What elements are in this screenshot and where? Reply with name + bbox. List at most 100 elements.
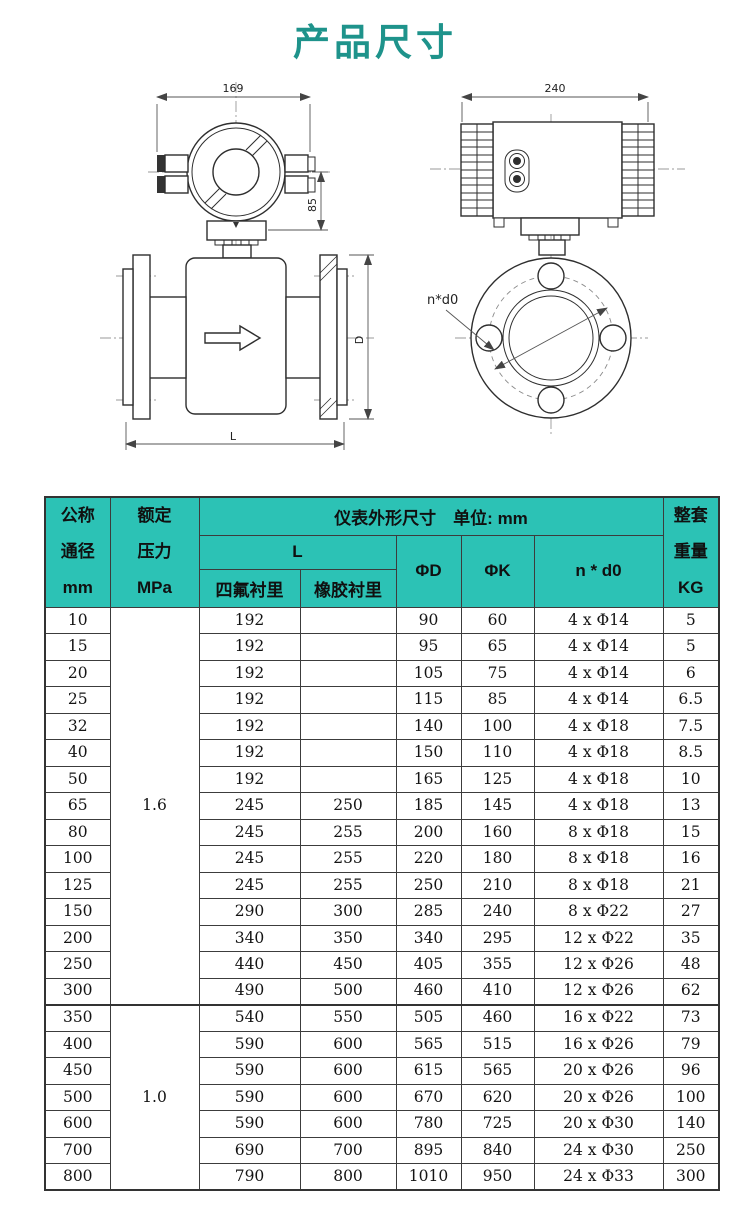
drawing-side-view: 169 85 L D xyxy=(100,82,374,450)
cell-n-d0: 8 x Φ22 xyxy=(533,898,664,926)
cell-phi-d: 340 xyxy=(395,924,462,952)
table-row: 65 245 250 185 145 4 x Φ18 13 xyxy=(44,792,720,820)
dimension-L: L xyxy=(125,422,345,450)
pipe-left xyxy=(147,296,187,379)
cell-n-d0: 4 x Φ18 xyxy=(533,792,664,820)
dim-label-length: L xyxy=(230,430,237,443)
cell-dn: 500 xyxy=(44,1083,111,1111)
cell-l-ptfe: 440 xyxy=(198,951,301,979)
flange-right xyxy=(319,254,338,420)
cell-phi-d: 95 xyxy=(395,633,462,661)
table-row: 32 192 140 100 4 x Φ18 7.5 xyxy=(44,712,720,740)
cell-n-d0: 20 x Φ26 xyxy=(533,1057,664,1085)
cell-weight: 5 xyxy=(662,633,720,661)
cell-phi-k: 355 xyxy=(460,951,535,979)
cell-dn: 700 xyxy=(44,1136,111,1164)
cell-phi-k: 840 xyxy=(460,1136,535,1164)
dim-label-bolt: n*d0 xyxy=(427,293,458,308)
cell-phi-d: 505 xyxy=(395,1003,462,1032)
header-nominal-diameter: 公称 通径 mm xyxy=(44,496,111,608)
cell-l-rubber: 250 xyxy=(299,792,397,820)
cell-l-ptfe: 790 xyxy=(198,1163,301,1191)
cell-weight: 6.5 xyxy=(662,686,720,714)
cell-l-rubber: 450 xyxy=(299,951,397,979)
converter-head xyxy=(157,122,316,259)
drawing-front-view: n*d0 240 xyxy=(427,82,685,434)
cell-l-ptfe: 590 xyxy=(198,1110,301,1138)
table-row: 15 192 95 65 4 x Φ14 5 xyxy=(44,633,720,661)
dim-label-diameter: D xyxy=(353,336,366,344)
cell-phi-d: 165 xyxy=(395,765,462,793)
flowmeter-body xyxy=(122,254,348,420)
converter-neck xyxy=(222,244,252,259)
cell-n-d0: 4 x Φ14 xyxy=(533,606,664,634)
table-row: 80 245 255 200 160 8 x Φ18 15 xyxy=(44,818,720,846)
technical-drawings: 169 85 L D xyxy=(100,82,685,450)
flow-arrow xyxy=(204,324,262,352)
cell-phi-k: 180 xyxy=(460,845,535,873)
cell-l-rubber: 300 xyxy=(299,898,397,926)
cell-n-d0: 4 x Φ18 xyxy=(533,765,664,793)
cell-dn: 600 xyxy=(44,1110,111,1138)
cell-l-ptfe: 245 xyxy=(198,871,301,899)
cell-phi-k: 295 xyxy=(460,924,535,952)
cell-dn: 15 xyxy=(44,633,111,661)
cell-l-ptfe: 245 xyxy=(198,845,301,873)
cell-l-rubber: 800 xyxy=(299,1163,397,1191)
cable-gland-tip xyxy=(157,155,165,172)
cell-weight: 13 xyxy=(662,792,720,820)
cell-l-ptfe: 192 xyxy=(198,739,301,767)
cell-phi-k: 725 xyxy=(460,1110,535,1138)
table-header: 公称 通径 mm 额定 压力 MPa 仪表外形尺寸 单位: mm 整套 重量 K… xyxy=(44,496,720,608)
cell-weight: 6 xyxy=(662,659,720,687)
table-row: 125 245 255 250 210 8 x Φ18 21 xyxy=(44,871,720,899)
cell-phi-k: 565 xyxy=(460,1057,535,1085)
cell-l-ptfe: 690 xyxy=(198,1136,301,1164)
cell-l-ptfe: 590 xyxy=(198,1057,301,1085)
cell-phi-k: 240 xyxy=(460,898,535,926)
cell-dn: 800 xyxy=(44,1163,111,1191)
cell-n-d0: 4 x Φ18 xyxy=(533,739,664,767)
cell-weight: 8.5 xyxy=(662,739,720,767)
cell-n-d0: 8 x Φ18 xyxy=(533,871,664,899)
cell-n-d0: 4 x Φ14 xyxy=(533,659,664,687)
dimension-table-body: 10 1.6 192 90 60 4 x Φ14 5 15 192 95 65 4 x Φ14 5 20 1… xyxy=(44,606,720,1191)
cell-n-d0: 8 x Φ18 xyxy=(533,818,664,846)
dimension-169: 169 xyxy=(156,82,311,152)
cell-phi-k: 210 xyxy=(460,871,535,899)
cell-l-ptfe: 245 xyxy=(198,792,301,820)
cell-phi-d: 90 xyxy=(395,606,462,634)
cell-weight: 16 xyxy=(662,845,720,873)
cell-n-d0: 24 x Φ33 xyxy=(533,1163,664,1191)
cell-phi-k: 125 xyxy=(460,765,535,793)
table-row: 450 590 600 615 565 20 x Φ26 96 xyxy=(44,1057,720,1085)
cell-phi-d: 220 xyxy=(395,845,462,873)
cell-dn: 450 xyxy=(44,1057,111,1085)
cell-phi-d: 460 xyxy=(395,977,462,1005)
cell-weight: 35 xyxy=(662,924,720,952)
table-row: 400 590 600 565 515 16 x Φ26 79 xyxy=(44,1030,720,1058)
cell-n-d0: 4 x Φ14 xyxy=(533,686,664,714)
cell-n-d0: 20 x Φ30 xyxy=(533,1110,664,1138)
header-n-d0: n * d0 xyxy=(533,534,664,608)
cell-weight: 250 xyxy=(662,1136,720,1164)
cell-n-d0: 20 x Φ26 xyxy=(533,1083,664,1111)
dimension-n-d0: n*d0 xyxy=(427,293,495,351)
cell-weight: 15 xyxy=(662,818,720,846)
cell-phi-k: 160 xyxy=(460,818,535,846)
dimension-D: D xyxy=(349,254,374,420)
cell-n-d0: 4 x Φ18 xyxy=(533,712,664,740)
cell-phi-k: 410 xyxy=(460,977,535,1005)
cell-dn: 300 xyxy=(44,977,111,1005)
converter-neck-front xyxy=(538,239,566,256)
cell-phi-k: 100 xyxy=(460,712,535,740)
cell-dn: 200 xyxy=(44,924,111,952)
cable-gland-left xyxy=(164,154,189,173)
cell-phi-d: 185 xyxy=(395,792,462,820)
cell-phi-d: 565 xyxy=(395,1030,462,1058)
cell-l-ptfe: 290 xyxy=(198,898,301,926)
cell-l-ptfe: 192 xyxy=(198,712,301,740)
dim-label-converter-height: 85 xyxy=(306,198,319,212)
bolt-hole xyxy=(599,324,627,352)
cell-dn: 32 xyxy=(44,712,111,740)
